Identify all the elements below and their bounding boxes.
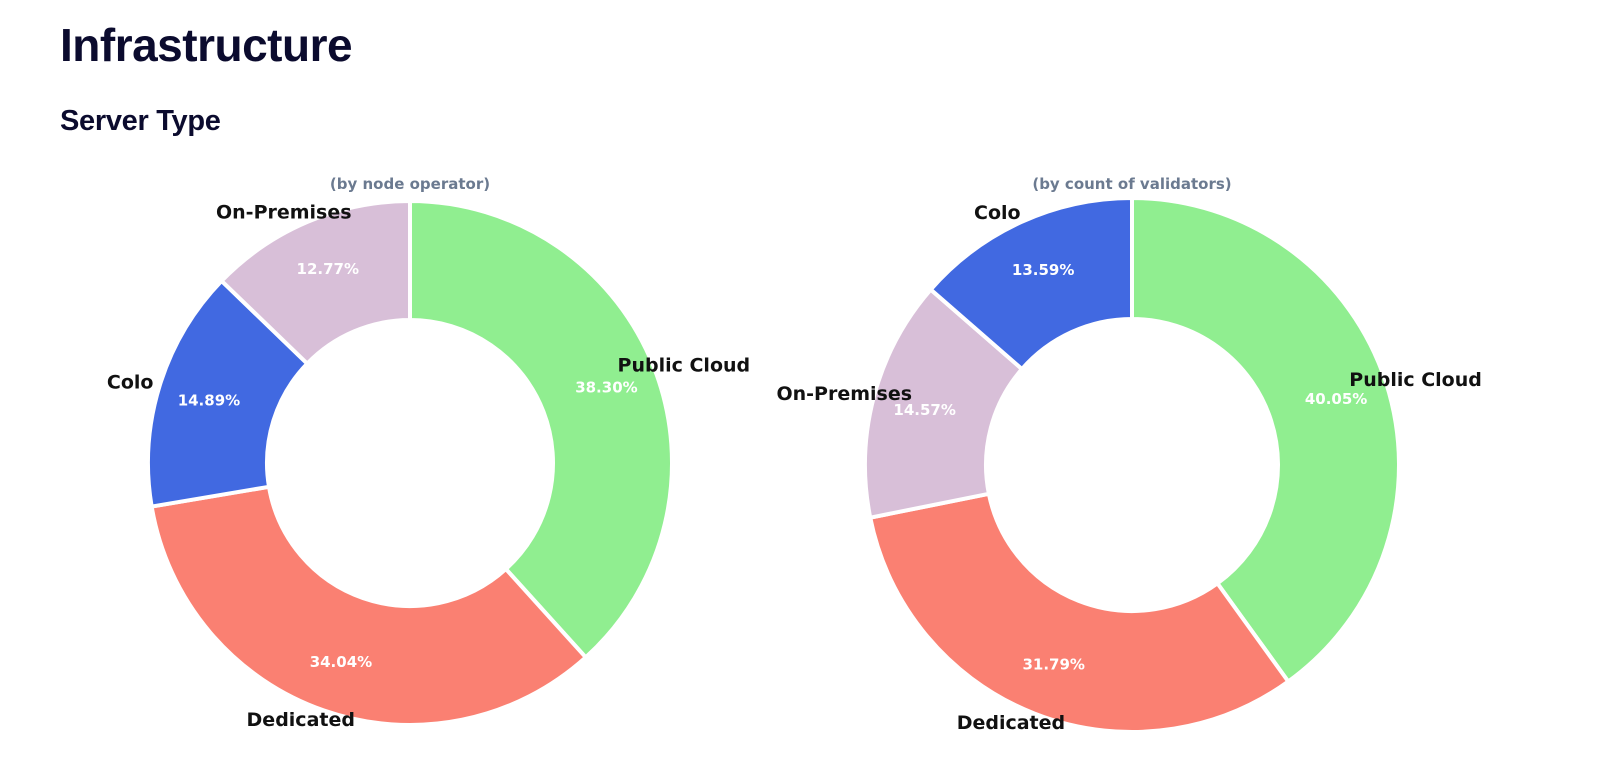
slice-public-cloud[interactable] bbox=[408, 199, 674, 660]
slice-on-premises[interactable] bbox=[219, 199, 412, 366]
slice-percent-public-cloud: 40.05% bbox=[1305, 390, 1367, 408]
donut-chart-validators: (by count of validators) 40.05%Public Clo… bbox=[776, 175, 1482, 734]
slice-label-on-premises: On-Premises bbox=[216, 202, 352, 224]
chart-subtitle: (by count of validators) bbox=[1032, 175, 1231, 193]
slice-public-cloud[interactable] bbox=[1130, 196, 1401, 684]
slice-percent-public-cloud: 38.30% bbox=[575, 378, 637, 396]
slice-percent-colo: 14.89% bbox=[178, 392, 240, 410]
slice-label-public-cloud: Public Cloud bbox=[618, 354, 751, 376]
slice-label-dedicated: Dedicated bbox=[957, 712, 1065, 734]
slice-label-colo: Colo bbox=[107, 371, 154, 393]
slice-label-on-premises: On-Premises bbox=[776, 383, 912, 405]
slice-colo[interactable] bbox=[146, 278, 310, 509]
slice-colo[interactable] bbox=[928, 196, 1134, 372]
slice-percent-colo: 13.59% bbox=[1012, 261, 1074, 279]
donut-chart-node-operator: (by node operator) 38.30% Public Cloud 34.0… bbox=[107, 175, 750, 731]
slice-percent-on-premises: 12.77% bbox=[297, 260, 359, 278]
slice-label-public-cloud: Public Cloud bbox=[1349, 369, 1482, 391]
chart-subtitle: (by node operator) bbox=[330, 175, 490, 193]
slice-percent-on-premises: 14.57% bbox=[893, 401, 955, 419]
slice-percent-dedicated: 34.04% bbox=[310, 653, 372, 671]
page-title: Infrastructure bbox=[60, 19, 353, 71]
slice-label-colo: Colo bbox=[974, 202, 1021, 224]
slice-dedicated[interactable] bbox=[868, 491, 1291, 734]
section-title: Server Type bbox=[60, 105, 221, 137]
slice-label-dedicated: Dedicated bbox=[247, 709, 355, 731]
slice-dedicated[interactable] bbox=[149, 484, 588, 727]
slice-percent-dedicated: 31.79% bbox=[1022, 656, 1084, 674]
